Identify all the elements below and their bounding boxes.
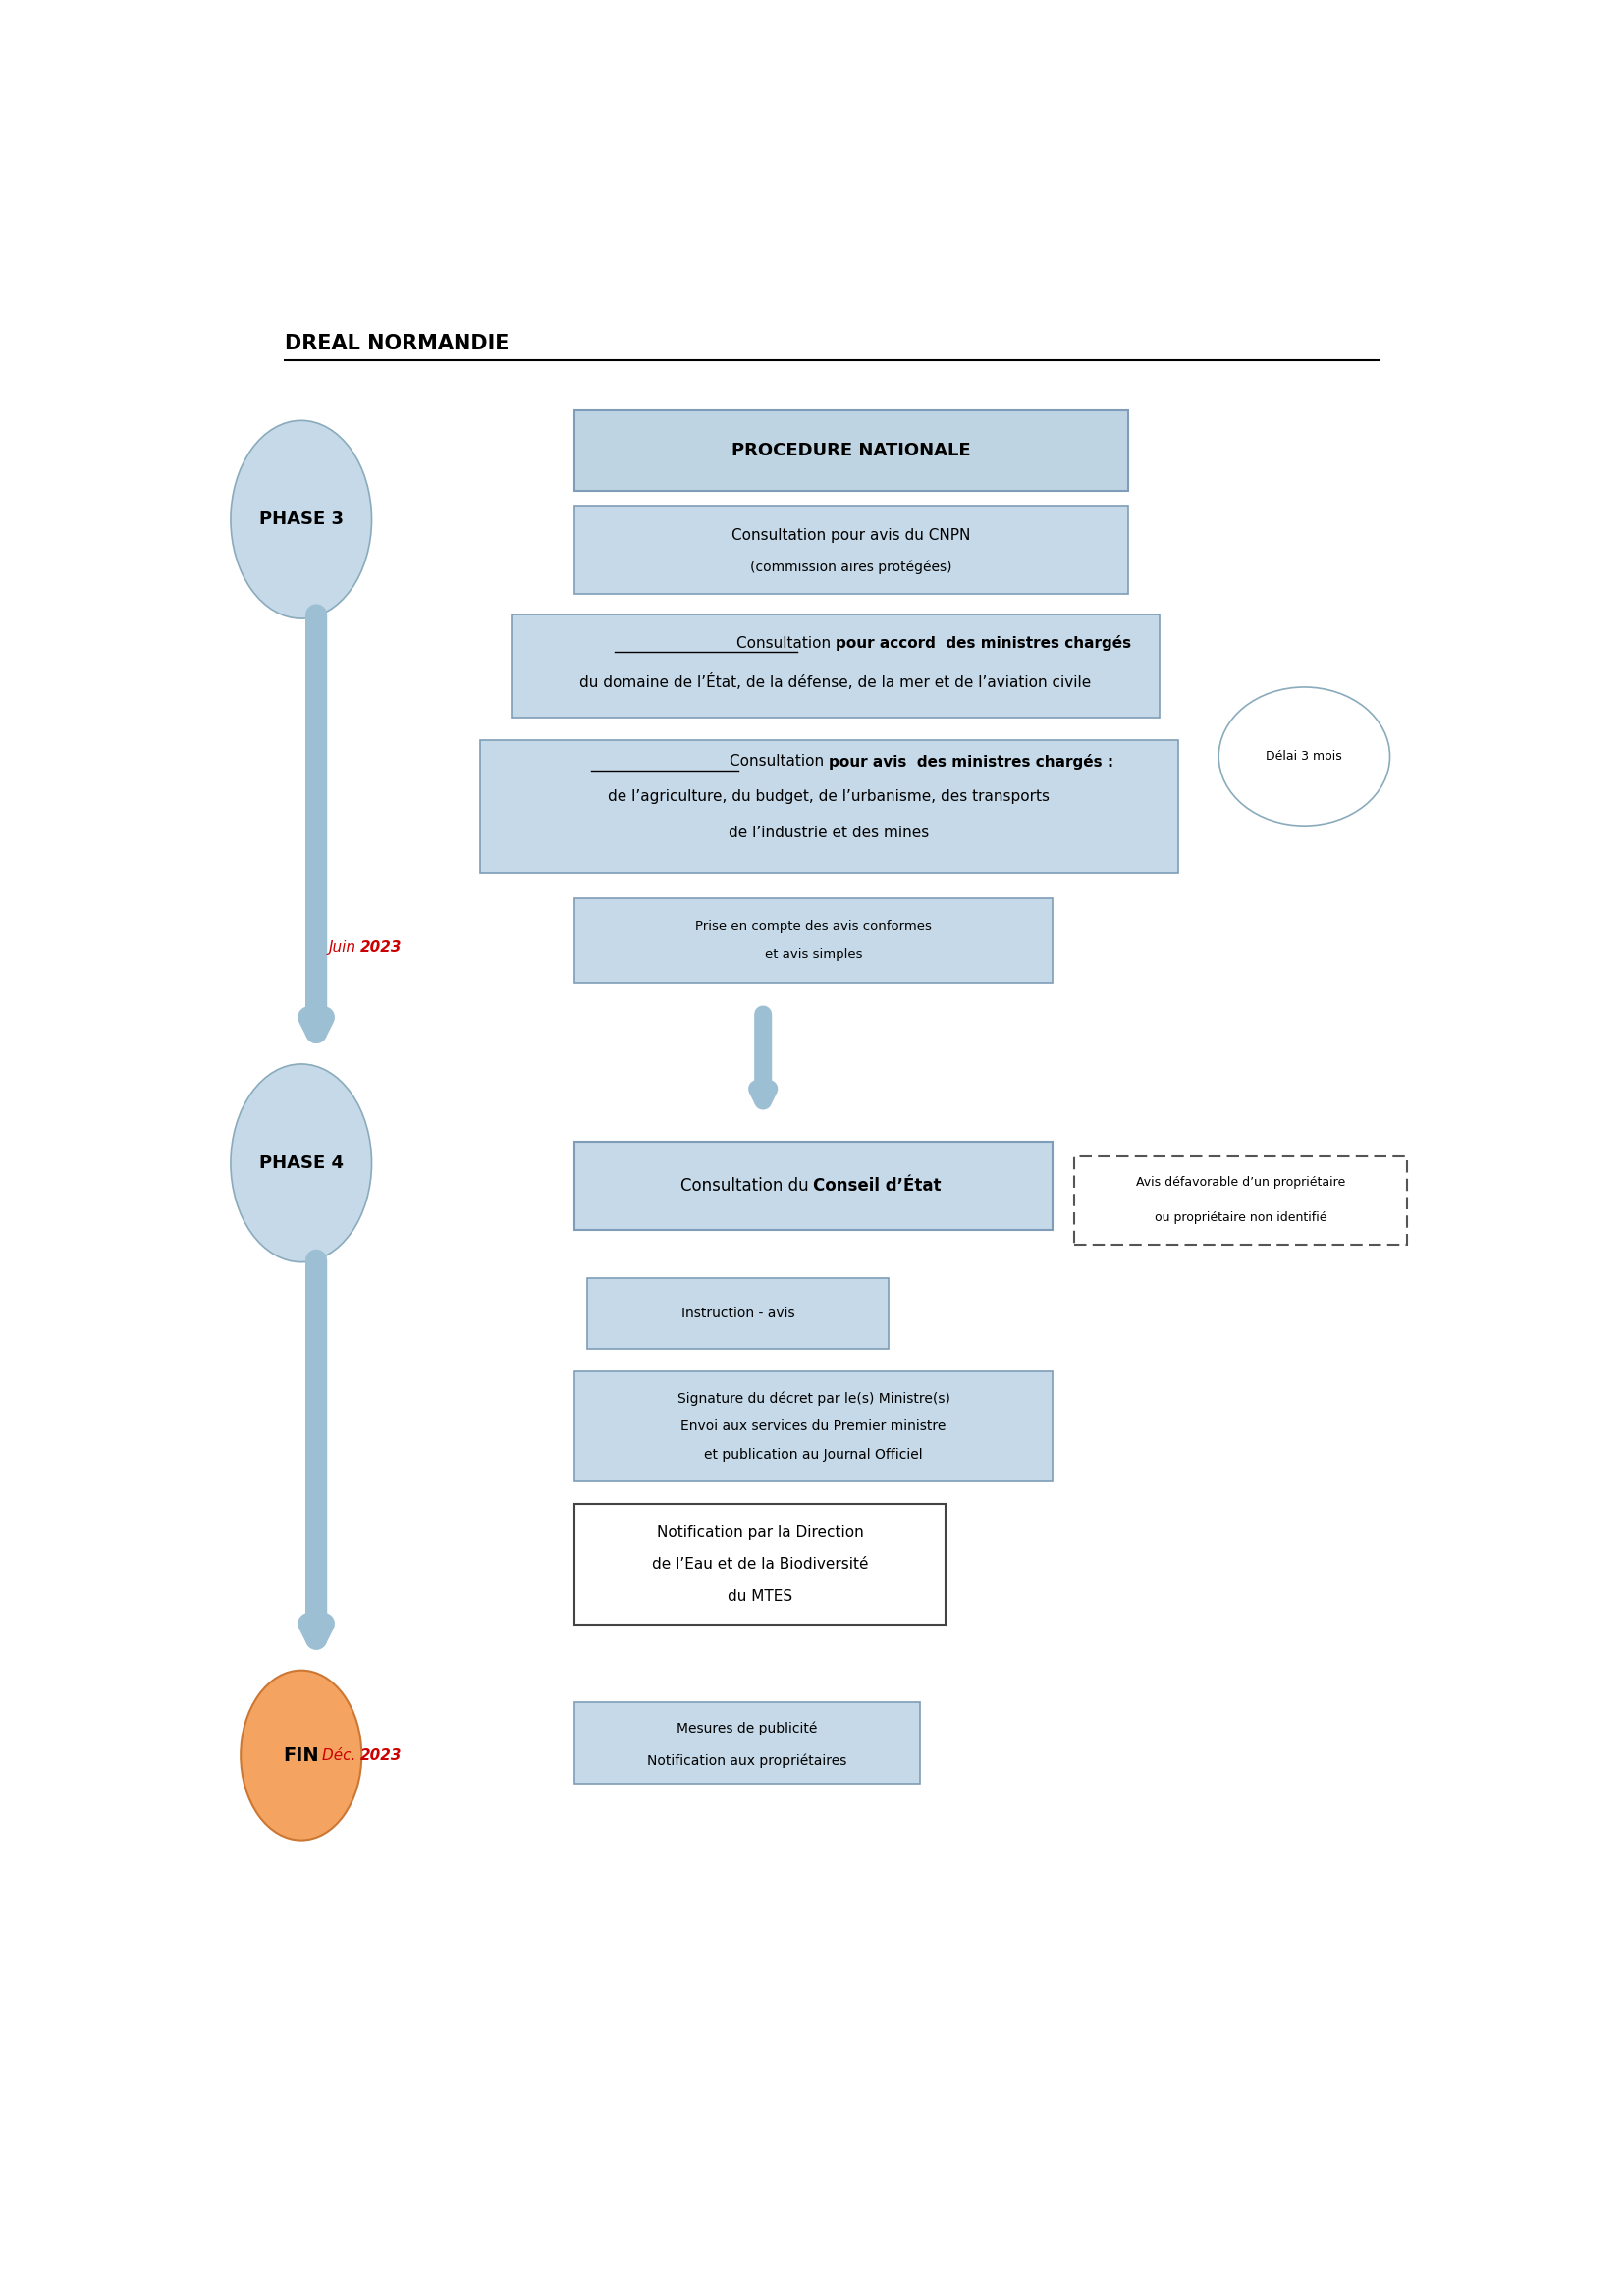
Text: Déc.: Déc. — [322, 1747, 361, 1763]
Bar — [1073, 1155, 1408, 1244]
Text: de l’industrie et des mines: de l’industrie et des mines — [729, 824, 929, 840]
Circle shape — [240, 1671, 362, 1839]
Text: Instruction - avis: Instruction - avis — [680, 1306, 794, 1320]
Text: et publication au Journal Officiel: et publication au Journal Officiel — [705, 1449, 922, 1463]
Text: pour avis  des ministres chargés :: pour avis des ministres chargés : — [830, 753, 1114, 769]
Bar — [586, 1279, 888, 1348]
Bar — [575, 1504, 945, 1626]
Text: de l’Eau et de la Biodiversité: de l’Eau et de la Biodiversité — [651, 1557, 869, 1573]
Bar — [575, 411, 1129, 491]
Text: DREAL NORMANDIE: DREAL NORMANDIE — [284, 333, 510, 354]
Bar — [575, 1701, 921, 1784]
Text: Notification aux propriétaires: Notification aux propriétaires — [648, 1754, 848, 1768]
Bar — [575, 1371, 1052, 1481]
Text: Avis défavorable d’un propriétaire: Avis défavorable d’un propriétaire — [1137, 1176, 1345, 1189]
Text: Conseil d’État: Conseil d’État — [814, 1178, 942, 1194]
Text: pour accord  des ministres chargés: pour accord des ministres chargés — [835, 636, 1130, 652]
Ellipse shape — [1218, 687, 1390, 827]
Text: Juin: Juin — [328, 939, 361, 955]
Text: 2023: 2023 — [361, 939, 403, 955]
Text: Consultation du: Consultation du — [680, 1178, 814, 1194]
Text: Signature du décret par le(s) Ministre(s): Signature du décret par le(s) Ministre(s… — [677, 1391, 950, 1405]
Text: PROCEDURE NATIONALE: PROCEDURE NATIONALE — [731, 441, 971, 459]
Bar — [575, 1141, 1052, 1231]
Text: PHASE 4: PHASE 4 — [258, 1155, 343, 1171]
Text: du MTES: du MTES — [728, 1589, 793, 1603]
Text: Délai 3 mois: Délai 3 mois — [1267, 751, 1343, 762]
Text: Notification par la Direction: Notification par la Direction — [656, 1525, 864, 1541]
Text: de l’agriculture, du budget, de l’urbanisme, des transports: de l’agriculture, du budget, de l’urbani… — [609, 790, 1051, 804]
Text: Consultation: Consultation — [736, 636, 835, 650]
Text: Mesures de publicité: Mesures de publicité — [677, 1722, 818, 1736]
Text: et avis simples: et avis simples — [765, 948, 862, 960]
Bar — [575, 505, 1129, 595]
Bar — [512, 615, 1160, 716]
Text: du domaine de l’État, de la défense, de la mer et de l’aviation civile: du domaine de l’État, de la défense, de … — [580, 673, 1091, 691]
Text: FIN: FIN — [283, 1745, 320, 1766]
Text: Consultation: Consultation — [729, 755, 830, 769]
Text: ou propriétaire non identifié: ou propriétaire non identifié — [1155, 1212, 1327, 1224]
Circle shape — [231, 1063, 372, 1263]
Bar — [575, 898, 1052, 983]
Text: (commission aires protégées): (commission aires protégées) — [750, 560, 952, 574]
Text: Prise en compte des avis conformes: Prise en compte des avis conformes — [695, 921, 932, 932]
Bar — [481, 742, 1179, 872]
Text: 2023: 2023 — [361, 1747, 403, 1763]
Text: PHASE 3: PHASE 3 — [258, 510, 343, 528]
Circle shape — [231, 420, 372, 618]
Text: Envoi aux services du Premier ministre: Envoi aux services du Premier ministre — [680, 1419, 947, 1433]
Text: Consultation pour avis du CNPN: Consultation pour avis du CNPN — [732, 528, 971, 542]
